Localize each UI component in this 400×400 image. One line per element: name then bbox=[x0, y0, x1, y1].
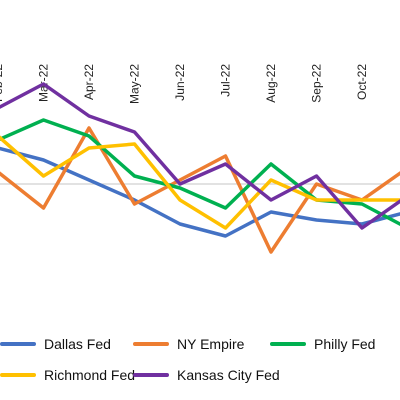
series-line-ny-empire bbox=[0, 126, 400, 254]
legend-item-dallas: Dallas Fed bbox=[0, 336, 111, 352]
legend-swatch-philly bbox=[270, 342, 306, 346]
legend-item-richmond: Richmond Fed bbox=[0, 367, 135, 383]
legend-item-philly: Philly Fed bbox=[270, 336, 375, 352]
x-tick-label: Jul-22 bbox=[219, 64, 233, 97]
x-tick-labels: Feb-22 Mar-22 Apr-22 May-22 Jun-22 Jul-22 Aug-… bbox=[0, 64, 369, 104]
series-lines bbox=[0, 82, 400, 254]
legend-label-philly: Philly Fed bbox=[314, 336, 376, 352]
legend-swatch-ny-empire bbox=[133, 342, 169, 346]
series-line-kansas-city-fed bbox=[0, 82, 400, 230]
line-chart: Feb-22 Mar-22 Apr-22 May-22 Jun-22 Jul-22 Aug-… bbox=[0, 64, 400, 254]
x-tick-label: Feb-22 bbox=[0, 64, 5, 102]
x-tick-label: Apr-22 bbox=[82, 64, 96, 100]
legend-swatch-dallas bbox=[0, 342, 36, 346]
x-tick-label: Aug-22 bbox=[264, 64, 278, 103]
x-tick-label: May-22 bbox=[128, 64, 142, 104]
legend-swatch-kansas-city bbox=[133, 373, 169, 377]
legend: Dallas Fed NY Empire Philly Fed Richmond… bbox=[0, 330, 400, 390]
legend-item-kansas-city: Kansas City Fed bbox=[133, 367, 280, 383]
x-tick-label: Sep-22 bbox=[310, 64, 324, 103]
x-tick-label: Jun-22 bbox=[173, 64, 187, 101]
legend-label-richmond: Richmond Fed bbox=[44, 367, 136, 383]
legend-label-kansas-city: Kansas City Fed bbox=[177, 367, 280, 383]
legend-item-ny-empire: NY Empire bbox=[133, 336, 244, 352]
legend-swatch-richmond bbox=[0, 373, 36, 377]
x-tick-label: Oct-22 bbox=[355, 64, 369, 100]
legend-label-ny-empire: NY Empire bbox=[177, 336, 245, 352]
legend-label-dallas: Dallas Fed bbox=[44, 336, 111, 352]
